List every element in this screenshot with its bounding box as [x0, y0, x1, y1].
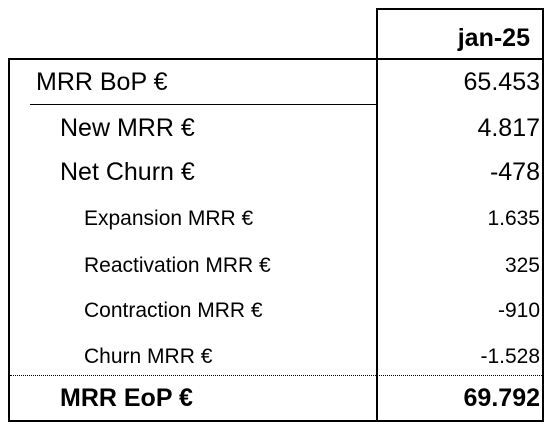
row-label-churn-mrr: Churn MRR €: [84, 345, 213, 368]
row-label-net-churn: Net Churn €: [60, 158, 195, 186]
row-label-mrr-bop: MRR BoP €: [36, 68, 168, 96]
total-divider: [10, 375, 542, 376]
column-header-cell: jan-25: [376, 8, 544, 60]
row-label-mrr-eop: MRR EoP €: [60, 384, 193, 412]
bop-underline: [30, 104, 376, 105]
row-label-new-mrr: New MRR €: [60, 114, 195, 142]
row-value-new-mrr: 4.817: [477, 114, 540, 142]
row-label-reactivation-mrr: Reactivation MRR €: [84, 254, 271, 277]
row-value-mrr-bop: 65.453: [463, 68, 540, 96]
column-divider: [376, 58, 378, 422]
table-body-border: [8, 58, 544, 422]
row-value-mrr-eop: 69.792: [463, 384, 540, 412]
column-header-period: jan-25: [457, 24, 530, 52]
row-value-expansion-mrr: 1.635: [487, 207, 540, 230]
row-label-contraction-mrr: Contraction MRR €: [84, 299, 263, 322]
row-value-contraction-mrr: -910: [497, 299, 540, 322]
row-value-churn-mrr: -1.528: [480, 345, 540, 368]
row-label-expansion-mrr: Expansion MRR €: [84, 207, 254, 230]
row-value-reactivation-mrr: 325: [504, 254, 540, 277]
row-value-net-churn: -478: [489, 158, 540, 186]
